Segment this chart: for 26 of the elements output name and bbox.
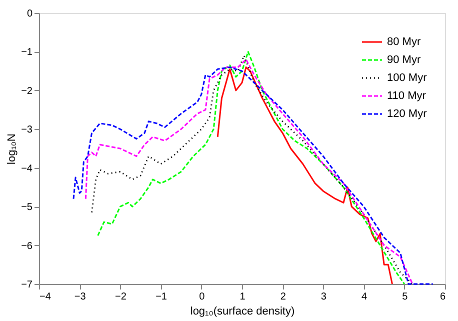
legend-label: 100 Myr [387,72,428,84]
x-tick-label: 6 [440,292,446,302]
y-tick-label: 0 [26,8,33,20]
legend-label: 110 Myr [387,90,426,102]
y-tick-label: −4 [21,163,33,174]
x-tick-label: 3 [320,292,327,302]
x-tick-label: 0 [199,292,206,302]
x-tick-label: −2 [114,292,127,302]
x-tick-label: −3 [74,292,86,302]
y-tick-label: −3 [21,124,33,136]
y-tick-label: −7 [21,280,33,290]
y-axis-title: log₁₀N [6,133,18,164]
x-tick-label: −4 [40,292,52,302]
x-tick-label: −1 [156,292,168,302]
y-tick-label: −5 [21,202,33,214]
x-tick-label: 2 [280,292,286,302]
legend-label: 80 Myr [387,36,421,48]
x-tick-label: 4 [362,292,368,302]
x-tick-label: 1 [240,292,246,302]
y-tick-label: −2 [21,86,33,97]
legend-label: 90 Myr [387,54,421,66]
x-axis-title: log₁₀(surface density) [190,306,295,318]
y-tick-label: −6 [21,240,33,252]
y-tick-label: −1 [21,47,33,58]
x-tick-label: 5 [402,292,408,302]
legend-label: 120 Myr [387,108,428,120]
